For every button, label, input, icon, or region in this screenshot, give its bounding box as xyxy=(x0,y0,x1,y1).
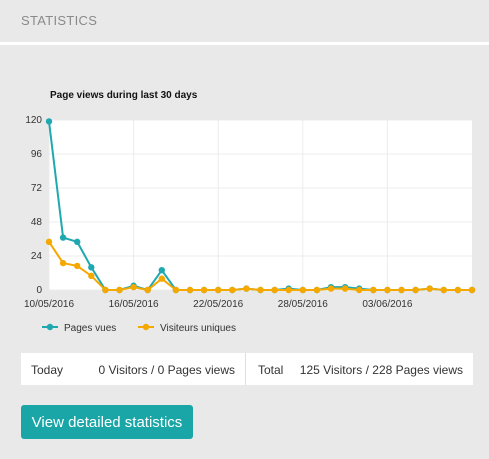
data-point xyxy=(243,285,250,292)
data-point xyxy=(215,286,222,294)
data-point xyxy=(440,286,447,294)
data-point xyxy=(45,238,53,246)
x-tick-label: 03/06/2016 xyxy=(362,299,412,310)
legend-marker xyxy=(142,323,150,331)
data-point xyxy=(271,286,278,294)
y-tick-label: 0 xyxy=(36,285,42,296)
page-views-chart: 0 24 48 72 96 120 10/05/2016 16/05/2016 22/05/20… xyxy=(20,80,480,340)
data-point xyxy=(384,286,391,294)
data-point xyxy=(257,286,264,294)
today-stats: Today 0 Visitors / 0 Pages views xyxy=(21,353,246,385)
legend-marker xyxy=(46,323,54,331)
data-point xyxy=(158,275,165,282)
chart-svg: 0 24 48 72 96 120 10/05/2016 16/05/2016 22/05/20… xyxy=(24,115,476,334)
data-point xyxy=(59,259,67,267)
header-divider xyxy=(0,42,489,45)
x-tick-label: 22/05/2016 xyxy=(193,299,243,310)
total-value: 125 Visitors / 228 Pages views xyxy=(299,363,463,377)
view-detailed-statistics-button[interactable]: View detailed statistics xyxy=(21,405,193,439)
x-tick-label: 16/05/2016 xyxy=(109,299,159,310)
data-point xyxy=(88,272,95,280)
data-point xyxy=(327,285,335,292)
y-tick-label: 120 xyxy=(25,115,42,126)
data-point xyxy=(45,118,53,125)
data-point xyxy=(200,286,208,294)
data-point xyxy=(59,234,67,241)
data-point xyxy=(172,286,180,294)
legend-label: Visiteurs uniques xyxy=(160,323,236,334)
y-tick-label: 72 xyxy=(31,183,43,194)
data-point xyxy=(74,262,81,270)
plot-area xyxy=(49,120,472,290)
panel-header: STATISTICS xyxy=(0,0,489,42)
today-value: 0 Visitors / 0 Pages views xyxy=(98,363,235,377)
data-point xyxy=(426,285,433,292)
data-point xyxy=(88,264,95,271)
x-tick-label: 10/05/2016 xyxy=(24,299,74,310)
data-point xyxy=(144,286,151,294)
panel-title: STATISTICS xyxy=(21,13,98,28)
data-point xyxy=(186,286,194,294)
data-point xyxy=(412,286,419,294)
data-point xyxy=(454,286,462,294)
data-point xyxy=(229,286,236,294)
data-point xyxy=(116,286,123,294)
data-point xyxy=(102,286,109,294)
data-point xyxy=(398,286,405,294)
total-label: Total xyxy=(258,363,284,377)
y-tick-label: 48 xyxy=(31,217,43,228)
y-tick-label: 96 xyxy=(31,149,43,160)
data-point xyxy=(130,283,137,291)
data-point xyxy=(370,286,377,294)
data-point xyxy=(158,266,165,274)
today-label: Today xyxy=(31,363,64,377)
data-point xyxy=(299,286,306,294)
chart-title: Page views during last 30 days xyxy=(50,90,198,101)
data-point xyxy=(341,285,349,292)
data-point xyxy=(313,286,321,294)
total-stats: Total 125 Visitors / 228 Pages views xyxy=(246,353,473,385)
legend-label: Pages vues xyxy=(64,323,116,334)
data-point xyxy=(285,286,292,294)
data-point xyxy=(356,286,363,294)
data-point xyxy=(468,286,476,294)
y-tick-label: 24 xyxy=(31,251,43,262)
x-tick-label: 28/05/2016 xyxy=(278,299,328,310)
stats-summary: Today 0 Visitors / 0 Pages views Total 1… xyxy=(21,353,473,385)
data-point xyxy=(74,238,81,246)
